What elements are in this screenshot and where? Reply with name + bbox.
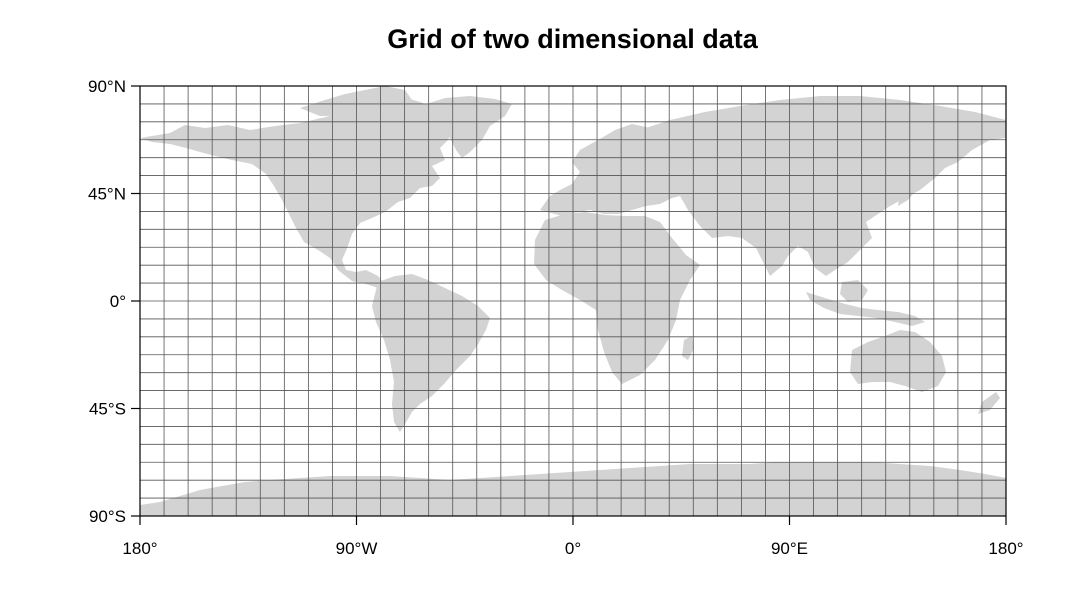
y-tick-label: 45°N: [88, 185, 126, 204]
land-south-america: [372, 274, 490, 432]
x-tick-label: 90°E: [771, 539, 808, 558]
graticule-grid: [139, 85, 1007, 517]
x-tick-label: 180°: [988, 539, 1023, 558]
land-new-zealand: [978, 392, 1000, 414]
land-north-america: [140, 96, 455, 288]
land-asia: [640, 96, 1006, 276]
land-borneo: [840, 280, 868, 302]
x-tick-label: 90°W: [336, 539, 378, 558]
land-australia: [850, 330, 946, 392]
land-indonesia: [806, 292, 925, 326]
map-title: Grid of two dimensional data: [387, 24, 758, 54]
land-japan: [898, 166, 924, 206]
land-madagascar: [682, 336, 694, 360]
y-tick-label: 90°S: [89, 507, 126, 526]
x-tick-label: 180°: [122, 539, 157, 558]
y-tick-label: 0°: [110, 292, 126, 311]
land-africa: [534, 212, 700, 384]
x-tick-label: 0°: [565, 539, 581, 558]
y-tick-label: 45°S: [89, 400, 126, 419]
land-arctic-islands: [300, 86, 412, 116]
axis-ticks: 90°N 45°N 0° 45°S 90°S 180° 90°W 0° 90°E 180°: [88, 77, 1024, 558]
y-tick-label: 90°N: [88, 77, 126, 96]
land-greenland: [420, 96, 512, 158]
